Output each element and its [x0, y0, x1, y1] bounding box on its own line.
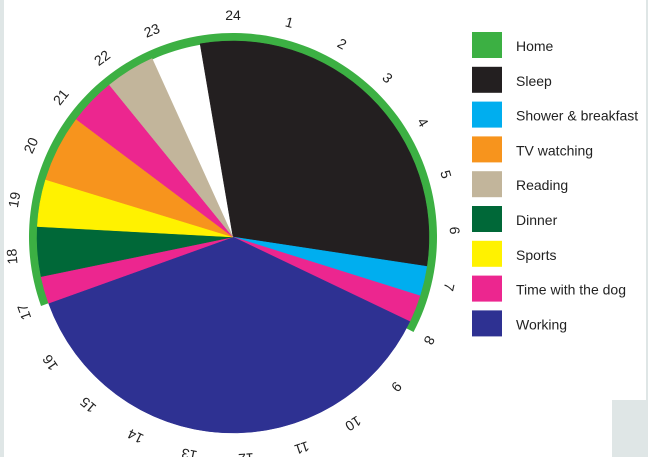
legend-label-time-with-the-dog: Time with the dog — [516, 282, 626, 298]
legend-swatch-sleep — [472, 66, 502, 93]
legend-label-shower-and-breakfast: Shower & breakfast — [516, 108, 638, 124]
hour-label-14: 14 — [125, 426, 146, 447]
background-right — [646, 0, 648, 457]
hour-label-23: 23 — [142, 20, 163, 41]
background-corner — [612, 400, 648, 457]
legend-label-tv-watching: TV watching — [516, 142, 593, 158]
hour-label-16: 16 — [39, 352, 61, 374]
legend-label-sleep: Sleep — [516, 73, 552, 89]
slice-reading-9 — [109, 58, 234, 238]
hour-label-9: 9 — [388, 379, 405, 396]
hour-label-7: 7 — [441, 281, 458, 292]
slice-working-3 — [48, 236, 411, 434]
activity-slices — [36, 40, 430, 434]
hour-label-1: 1 — [284, 14, 296, 32]
hour-label-19: 19 — [5, 190, 23, 208]
legend-swatch-time-with-the-dog — [472, 275, 502, 302]
legend-label-dinner: Dinner — [516, 212, 558, 228]
legend-label-home: Home — [516, 38, 554, 54]
legend-swatch-home — [472, 32, 502, 58]
legend-swatch-sports — [472, 240, 502, 267]
hour-label-17: 17 — [14, 302, 34, 322]
hour-label-8: 8 — [420, 333, 438, 348]
hour-label-15: 15 — [77, 394, 99, 416]
legend-label-working: Working — [516, 316, 567, 332]
hour-label-24: 24 — [225, 7, 241, 23]
legend-swatch-tv-watching — [472, 136, 502, 163]
legend-swatch-working — [472, 310, 502, 337]
hour-label-22: 22 — [91, 47, 113, 69]
hour-label-18: 18 — [3, 248, 20, 265]
hour-label-21: 21 — [50, 86, 72, 108]
hour-label-6: 6 — [447, 226, 463, 234]
hour-label-13: 13 — [180, 445, 199, 457]
legend-swatch-reading — [472, 171, 502, 198]
legend-label-sports: Sports — [516, 247, 556, 263]
hour-label-3: 3 — [379, 69, 396, 86]
hour-label-20: 20 — [20, 135, 41, 156]
hour-label-12: 12 — [238, 450, 255, 457]
background-left — [0, 0, 4, 457]
hour-label-11: 11 — [292, 438, 311, 457]
hour-label-2: 2 — [335, 35, 350, 53]
legend: Home Sleep Shower & breakfast TV watching Re… — [472, 32, 638, 337]
hour-label-4: 4 — [414, 115, 432, 130]
legend-label-reading: Reading — [516, 177, 568, 193]
slice-sleep-0 — [199, 40, 430, 267]
hour-label-10: 10 — [342, 413, 364, 435]
legend-swatch-shower-and-breakfast — [472, 101, 502, 128]
hour-label-5: 5 — [437, 168, 455, 180]
legend-swatch-dinner — [472, 206, 502, 232]
